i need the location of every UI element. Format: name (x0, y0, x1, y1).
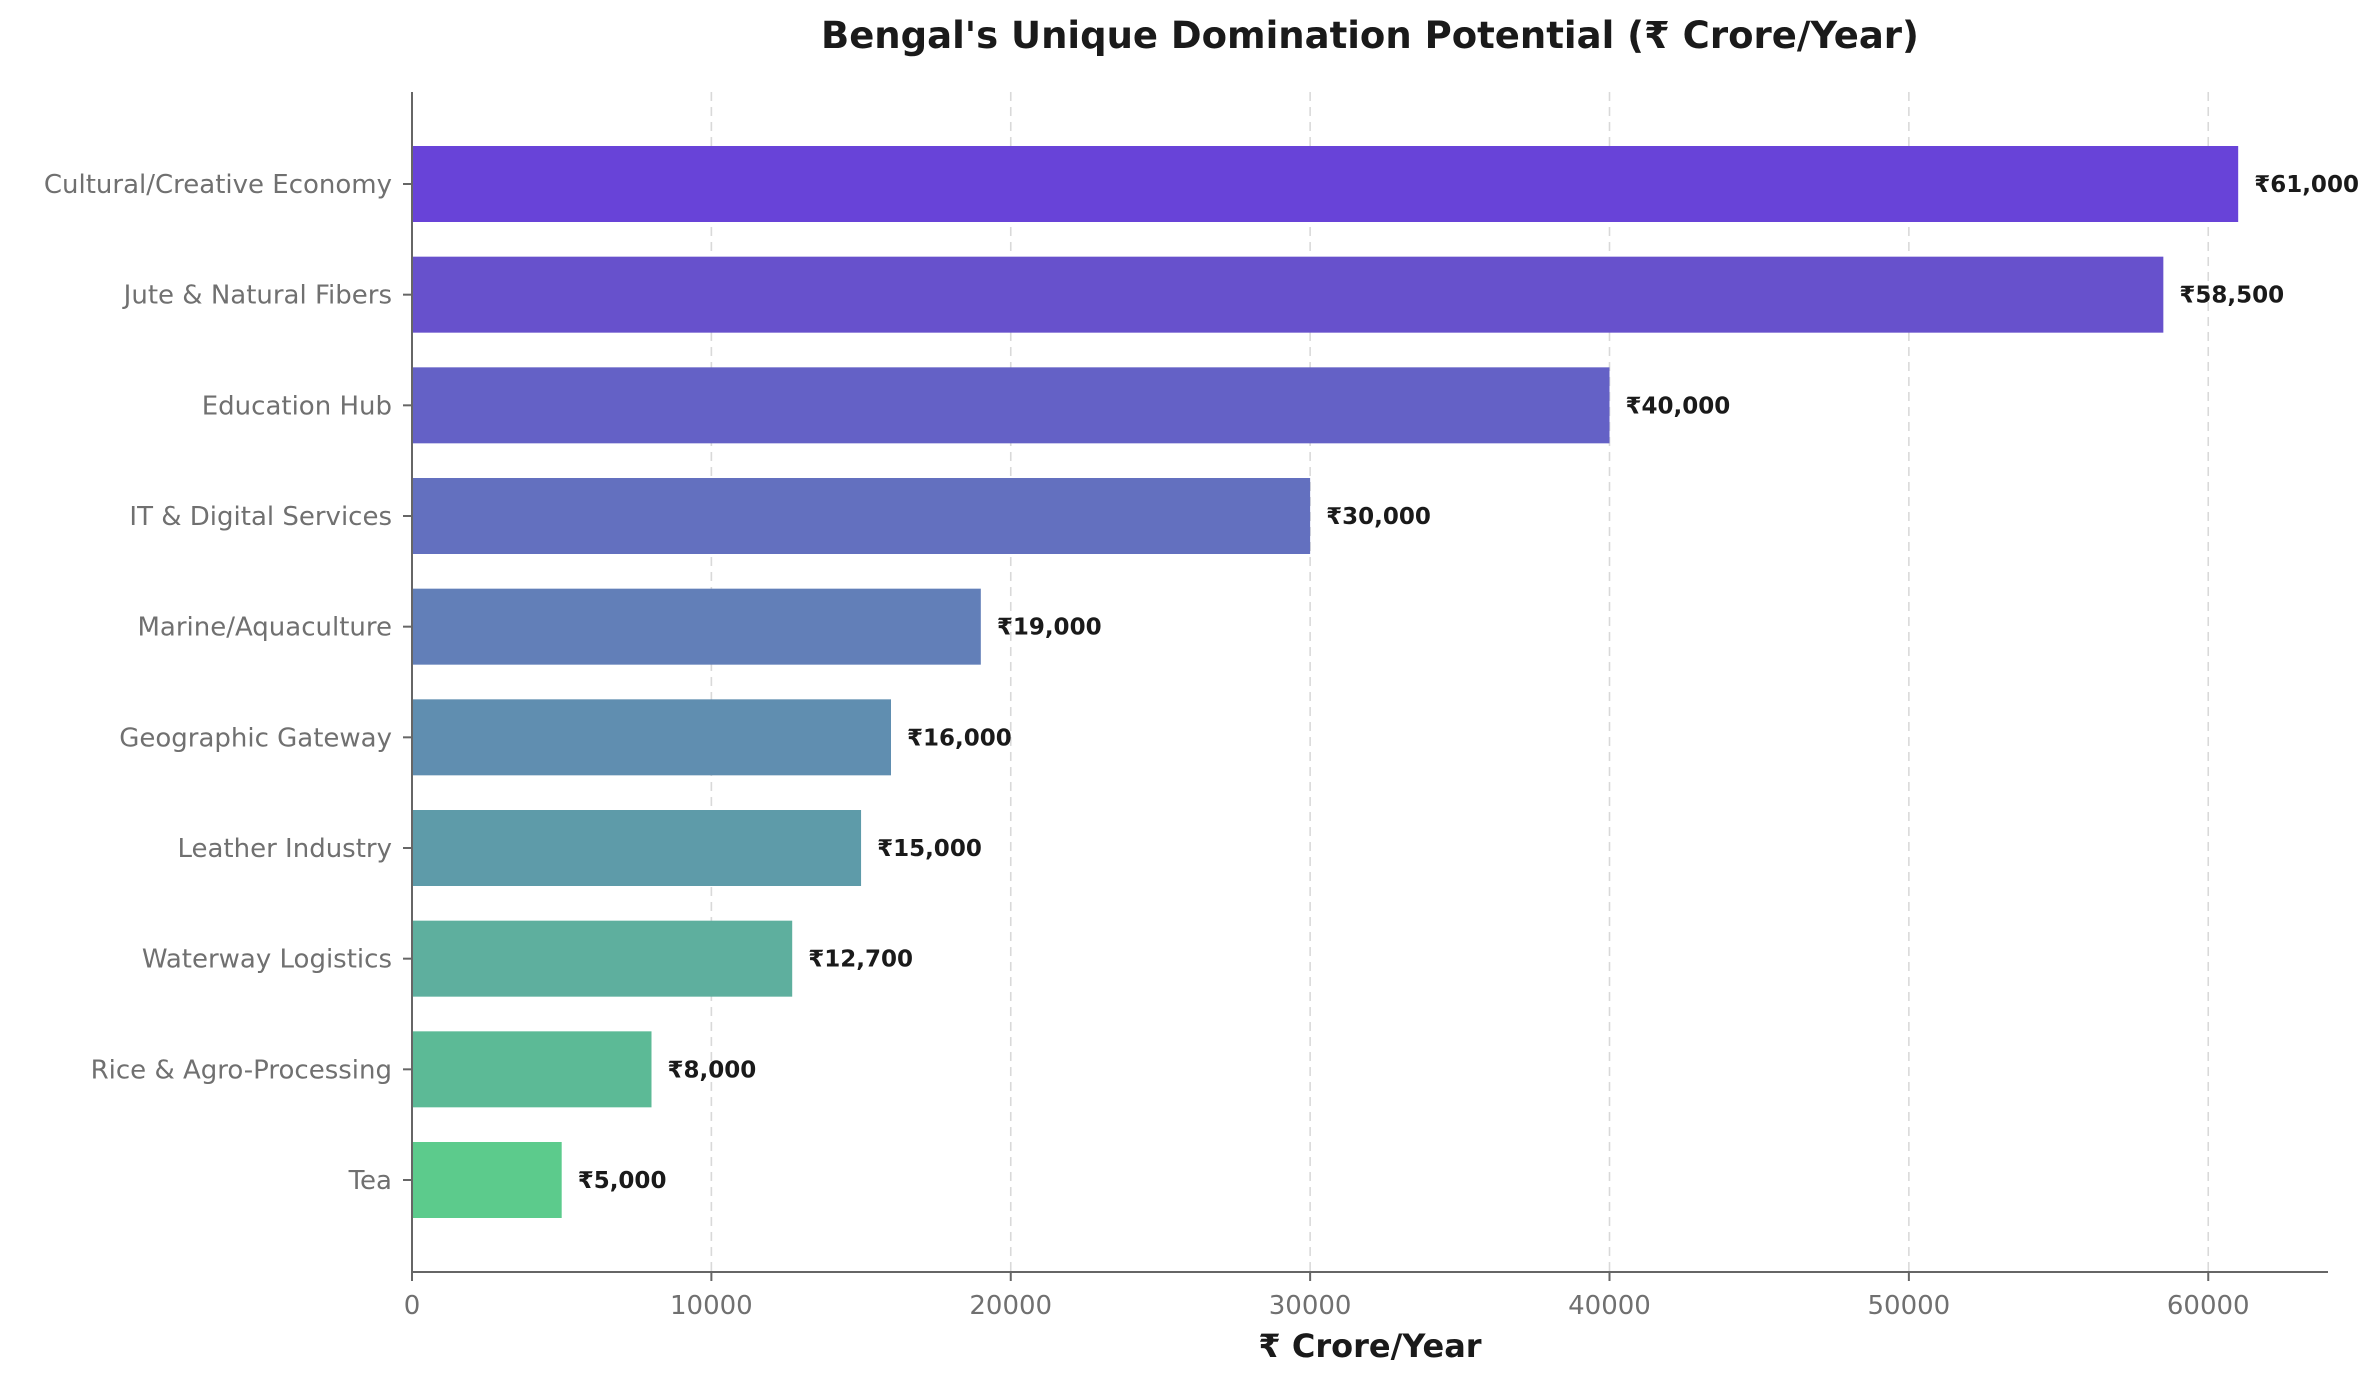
data-label: ₹15,000 (877, 836, 982, 862)
data-label: ₹61,000 (2254, 172, 2359, 198)
x-tick-label: 30000 (1269, 1291, 1352, 1321)
bars (412, 146, 2239, 1218)
chart-title: Bengal's Unique Domination Potential (₹ … (821, 14, 1919, 57)
x-tick-label: 10000 (670, 1291, 753, 1321)
y-tick-label: Jute & Natural Fibers (122, 281, 392, 311)
bar (412, 810, 862, 886)
bar (412, 1031, 652, 1108)
ticks: 0 10000 20000 30000 40000 50000 60000 Cultural/… (44, 170, 2250, 1321)
y-tick-label: Marine/Aquaculture (137, 613, 392, 643)
y-tick-label: Tea (348, 1166, 392, 1196)
data-label: ₹16,000 (907, 725, 1012, 751)
data-label: ₹12,700 (808, 947, 913, 973)
y-tick-label: Education Hub (202, 391, 392, 421)
x-tick-label: 40000 (1568, 1291, 1651, 1321)
y-tick-label: Leather Industry (177, 834, 392, 864)
y-tick-label: Rice & Agro-Processing (91, 1055, 392, 1085)
data-label: ₹8,000 (668, 1057, 757, 1083)
data-label: ₹30,000 (1326, 504, 1431, 530)
data-label: ₹19,000 (997, 615, 1102, 641)
bar (412, 920, 793, 997)
data-label: ₹5,000 (578, 1168, 667, 1194)
bar (412, 478, 1311, 554)
y-tick-label: Waterway Logistics (142, 945, 392, 975)
x-tick-label: 20000 (969, 1291, 1052, 1321)
x-tick-label: 50000 (1868, 1291, 1951, 1321)
x-tick-label: 60000 (2167, 1291, 2250, 1321)
bar (412, 1142, 562, 1218)
bar (412, 699, 891, 776)
data-label: ₹40,000 (1626, 393, 1731, 419)
x-tick-label: 0 (404, 1291, 421, 1321)
y-tick-label: Cultural/Creative Economy (44, 170, 392, 200)
bar (412, 367, 1610, 444)
x-axis-label: ₹ Crore/Year (1258, 1327, 1481, 1365)
bar (412, 146, 2239, 222)
data-label: ₹58,500 (2179, 283, 2284, 309)
bar (412, 256, 2164, 333)
y-tick-label: IT & Digital Services (129, 502, 392, 532)
bar (412, 588, 981, 665)
data-labels: ₹61,000 ₹58,500 ₹40,000 ₹30,000 ₹19,000 ₹16,0… (578, 172, 2359, 1194)
y-tick-label: Geographic Gateway (119, 723, 392, 753)
axes (411, 92, 2328, 1273)
